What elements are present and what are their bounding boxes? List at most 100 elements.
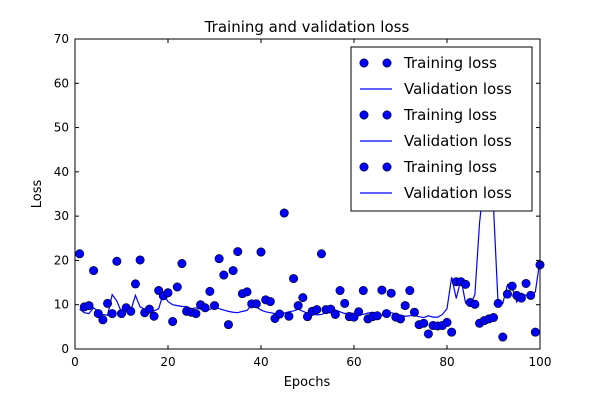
training-loss-point <box>423 329 433 339</box>
y-tick-label: 20 <box>54 253 69 267</box>
legend-label: Validation loss <box>404 132 512 150</box>
training-loss-point <box>107 309 117 319</box>
training-loss-point <box>293 301 303 311</box>
training-loss-point <box>507 281 517 291</box>
training-loss-point <box>135 255 145 265</box>
training-loss-point <box>312 305 322 315</box>
training-loss-point <box>84 301 94 311</box>
legend-marker-icon <box>382 58 392 68</box>
training-loss-point <box>461 279 471 289</box>
training-loss-point <box>335 286 345 296</box>
training-loss-point <box>386 288 396 298</box>
training-loss-point <box>214 254 224 264</box>
training-loss-point <box>205 286 215 296</box>
x-tick-label: 20 <box>160 355 175 369</box>
training-loss-point <box>521 278 531 288</box>
training-loss-point <box>488 313 498 323</box>
legend-marker-icon <box>359 110 369 120</box>
training-loss-point <box>358 286 368 296</box>
training-loss-point <box>340 298 350 308</box>
y-tick-label: 30 <box>54 209 69 223</box>
training-loss-point <box>275 309 285 319</box>
legend: Training loss Validation loss Training los… <box>350 46 533 212</box>
y-tick-label: 60 <box>54 76 69 90</box>
training-loss-point <box>354 307 364 317</box>
training-loss-point <box>498 332 508 342</box>
legend-box <box>350 46 533 212</box>
y-tick-label: 50 <box>54 121 69 135</box>
training-loss-point <box>126 306 136 316</box>
training-loss-point <box>219 270 229 280</box>
training-loss-point <box>284 311 294 321</box>
legend-marker-icon <box>359 162 369 172</box>
training-loss-point <box>251 299 261 309</box>
training-loss-point <box>233 247 243 257</box>
plot-frame <box>74 38 541 350</box>
training-loss-point <box>442 317 452 327</box>
training-loss-point <box>289 274 299 284</box>
training-loss-point <box>526 290 536 300</box>
training-loss-point <box>130 279 140 289</box>
y-tick-label: 40 <box>54 165 69 179</box>
training-loss-point <box>493 298 503 308</box>
y-tick-label: 10 <box>54 298 69 312</box>
training-loss-point <box>316 249 326 259</box>
axis-ticks: 0 20 40 60 80 100 0 10 20 30 40 50 60 70 <box>54 32 552 369</box>
x-tick-label: 0 <box>71 355 79 369</box>
training-loss-point <box>530 327 540 337</box>
plot-data <box>75 179 545 342</box>
training-loss-point <box>265 297 275 307</box>
legend-label: Training loss <box>403 54 497 72</box>
x-axis-label: Epochs <box>284 375 331 390</box>
x-tick-label: 80 <box>439 355 454 369</box>
training-loss-point <box>168 317 178 327</box>
legend-marker-icon <box>382 110 392 120</box>
legend-marker-icon <box>359 58 369 68</box>
training-loss-point <box>279 208 289 218</box>
training-loss-point <box>163 288 173 298</box>
legend-label: Validation loss <box>404 184 512 202</box>
y-tick-label: 0 <box>61 342 69 356</box>
training-loss-point <box>144 304 154 314</box>
training-loss-point <box>256 247 266 257</box>
training-loss-point <box>89 266 99 276</box>
training-loss-point <box>75 249 85 259</box>
training-loss-point <box>382 309 392 319</box>
training-loss-point <box>103 298 113 308</box>
training-loss-point <box>93 309 103 319</box>
training-loss-point <box>372 311 382 321</box>
x-tick-label: 40 <box>253 355 268 369</box>
training-loss-point <box>447 327 457 337</box>
training-loss-point <box>409 307 419 317</box>
x-tick-label: 100 <box>529 355 552 369</box>
training-loss-point <box>298 293 308 303</box>
training-loss-point <box>172 282 182 292</box>
chart-title: Training and validation loss <box>204 18 410 36</box>
legend-label: Training loss <box>403 106 497 124</box>
legend-label: Validation loss <box>404 80 512 98</box>
training-loss-point <box>98 315 108 325</box>
training-loss-point <box>419 318 429 328</box>
training-loss-point <box>112 256 122 266</box>
training-loss-point <box>242 287 252 297</box>
training-loss-point <box>395 314 405 324</box>
training-loss-point <box>470 299 480 309</box>
training-loss-point <box>377 285 387 295</box>
x-tick-label: 60 <box>346 355 361 369</box>
training-loss-point <box>200 303 210 313</box>
y-axis-label: Loss <box>30 180 45 209</box>
y-tick-label: 70 <box>54 32 69 46</box>
training-loss-point <box>400 301 410 311</box>
training-loss-point <box>330 309 340 319</box>
legend-marker-icon <box>382 162 392 172</box>
training-loss-point <box>210 301 220 311</box>
training-loss-point <box>177 259 187 269</box>
training-loss-point <box>405 286 415 296</box>
legend-label: Training loss <box>403 158 497 176</box>
training-loss-point <box>516 293 526 303</box>
training-loss-point <box>228 266 238 276</box>
training-loss-point <box>191 309 201 319</box>
training-loss-point <box>149 311 159 321</box>
training-loss-point <box>223 320 233 330</box>
